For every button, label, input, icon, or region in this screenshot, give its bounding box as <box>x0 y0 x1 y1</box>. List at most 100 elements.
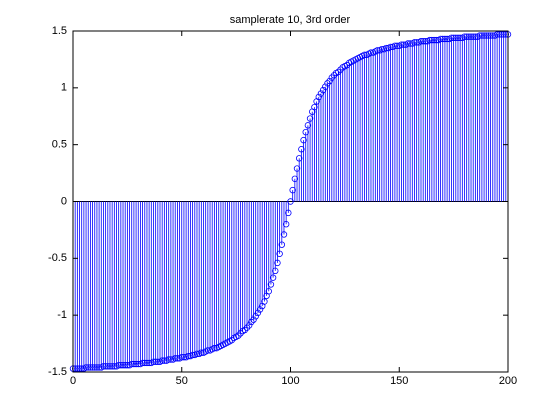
stem-marker <box>71 365 79 372</box>
x-tick-label: 150 <box>390 375 408 387</box>
stem-marker <box>145 359 153 367</box>
stem-marker <box>82 364 90 371</box>
stem-marker <box>456 34 464 42</box>
stem-marker <box>319 86 327 94</box>
stem-marker <box>204 347 212 354</box>
stem-marker <box>422 38 429 45</box>
stem-marker <box>291 175 299 182</box>
stem-marker <box>158 357 166 364</box>
stem-marker <box>478 32 486 39</box>
stem-marker <box>106 363 114 370</box>
stem-marker <box>165 356 172 363</box>
stem-marker <box>154 358 162 365</box>
stem-marker <box>400 41 407 48</box>
stem-marker <box>269 274 277 281</box>
stem-marker <box>317 90 325 97</box>
stem-marker <box>108 363 116 370</box>
stem-marker <box>132 360 140 368</box>
stem-marker <box>387 43 394 51</box>
stem-marker <box>437 35 444 43</box>
stem-marker <box>172 355 179 362</box>
stem-marker <box>76 365 83 372</box>
stem-marker <box>322 83 329 90</box>
stem-marker <box>245 322 253 329</box>
stem-marker <box>426 36 433 44</box>
stem-marker <box>243 324 251 331</box>
stem-marker <box>315 93 322 101</box>
x-tick-label: 200 <box>499 375 517 387</box>
stem-marker <box>296 155 303 162</box>
stem-marker <box>496 31 503 38</box>
stem-marker <box>454 34 462 42</box>
stem-marker <box>198 349 205 356</box>
stem-marker <box>193 350 201 358</box>
stem-marker <box>178 354 185 361</box>
stem-marker <box>89 364 96 371</box>
stem-marker <box>500 31 507 38</box>
y-tick-label: 0.5 <box>52 139 67 151</box>
stem-marker <box>254 309 262 317</box>
stem-marker <box>104 363 111 370</box>
stem-marker <box>326 77 333 85</box>
stem-marker <box>470 33 477 40</box>
chart-title: samplerate 10, 3rd order <box>230 14 351 26</box>
stem-marker <box>74 365 81 372</box>
stem-marker <box>433 36 440 44</box>
stem-marker <box>406 40 414 47</box>
stem-marker <box>95 364 103 371</box>
stem-marker <box>150 358 157 365</box>
stem-marker <box>139 359 146 367</box>
stem-marker <box>280 231 288 238</box>
x-tick-label: 100 <box>281 375 299 387</box>
stem-marker <box>398 41 405 48</box>
stem-marker <box>237 330 244 337</box>
stem-marker <box>272 267 279 275</box>
stem-marker <box>289 186 296 194</box>
stem-marker <box>467 33 475 40</box>
stem-marker <box>378 45 386 53</box>
stem-marker <box>485 32 492 39</box>
stem-marker <box>167 356 175 363</box>
stem-marker <box>439 35 446 43</box>
stem-marker <box>419 38 427 45</box>
stem-marker <box>461 33 468 40</box>
stem-marker <box>324 80 331 87</box>
stem-marker <box>300 136 307 144</box>
stem-marker <box>250 316 257 323</box>
stem-marker <box>261 298 268 305</box>
stem-marker <box>287 198 294 205</box>
stem-marker <box>448 34 455 42</box>
stem-marker <box>267 281 275 288</box>
stem-marker <box>293 165 301 172</box>
stem-marker <box>411 39 418 46</box>
stem-marker <box>185 352 192 360</box>
stem-marker <box>174 355 181 362</box>
stem-marker <box>489 32 496 39</box>
stem-marker <box>428 36 436 44</box>
stem-marker <box>276 250 283 257</box>
stem-marker <box>211 344 218 352</box>
stem-marker <box>328 74 336 81</box>
stem-marker <box>298 146 305 153</box>
stem-marker <box>252 313 259 320</box>
stem-marker <box>256 306 264 313</box>
stem-marker <box>228 336 235 344</box>
stem-marker <box>306 115 314 122</box>
stem-marker <box>311 103 318 111</box>
stem-marker <box>476 32 483 39</box>
stem-marker <box>248 318 255 326</box>
stem-marker <box>285 209 292 217</box>
stem-marker <box>121 361 129 369</box>
stem-marker <box>383 44 390 52</box>
stem-marker <box>87 364 94 371</box>
y-tick-label: 1.5 <box>52 25 67 37</box>
stem-marker <box>189 351 196 359</box>
y-tick-label: 0 <box>61 195 67 207</box>
stem-marker <box>111 363 118 370</box>
stem-marker <box>135 360 142 368</box>
y-tick-label: -1.5 <box>48 366 67 378</box>
stem-marker <box>100 363 107 370</box>
stem-marker <box>143 359 151 367</box>
stem-marker <box>161 357 168 364</box>
